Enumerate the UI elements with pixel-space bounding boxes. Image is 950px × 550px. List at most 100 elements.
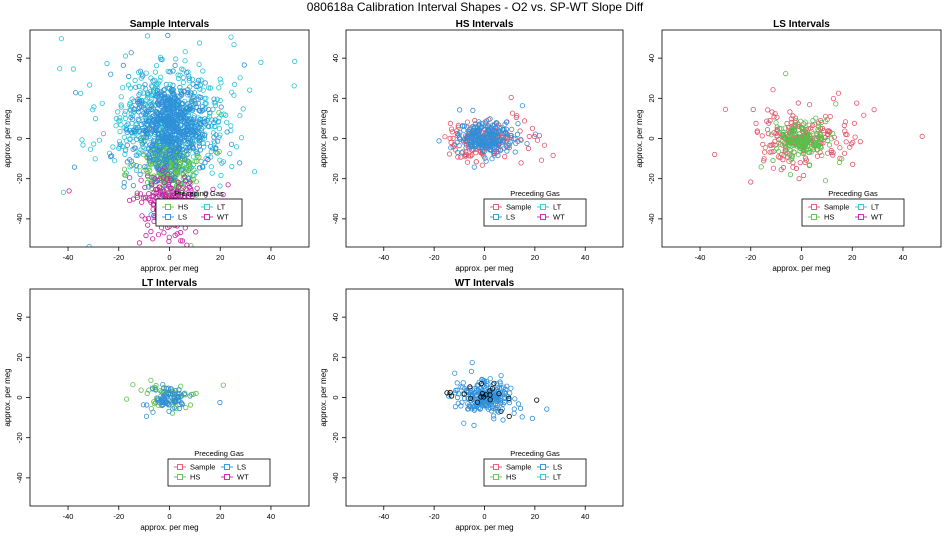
point-wt (150, 193, 156, 199)
point-ls (191, 93, 197, 99)
point-lt (123, 147, 129, 153)
legend-marker-hs (165, 204, 171, 210)
x-tick-label: 20 (216, 253, 224, 262)
point-lt (376, 116, 380, 120)
point-ls (202, 160, 208, 166)
point-ls (503, 129, 509, 135)
point-sample (712, 151, 718, 158)
point-ls (201, 132, 208, 139)
point-hs (173, 169, 179, 175)
point-ls (187, 393, 193, 399)
point-ls (481, 378, 487, 384)
point-ls (171, 128, 177, 134)
point-sample (446, 151, 453, 157)
point-lt (90, 107, 96, 113)
point-lt (96, 137, 103, 143)
point-ls (197, 120, 203, 127)
point-ls (184, 132, 190, 138)
point-ls (486, 137, 492, 144)
point-ls (108, 154, 114, 160)
y-tick-label: -40 (647, 213, 656, 224)
point-ls (134, 136, 140, 142)
point-wt (186, 180, 192, 187)
point-ls (126, 73, 132, 80)
point-sample (841, 150, 848, 156)
point-ls (468, 144, 475, 150)
y-tick-label: 0 (15, 395, 24, 399)
point-ls (448, 145, 454, 151)
points (444, 359, 550, 428)
point-ls (130, 116, 136, 122)
legend-title: Preceding Gas (194, 449, 244, 458)
point-sample (861, 112, 867, 118)
point-ls (459, 399, 465, 405)
point-sample (793, 165, 800, 172)
legend-label-hs: HS (506, 473, 516, 482)
point-ls (137, 68, 143, 74)
point-ls (168, 391, 174, 397)
point-lt (182, 58, 188, 64)
point-hs (180, 171, 187, 178)
point-ls (494, 408, 500, 414)
point-lt (229, 163, 235, 170)
point-ls (162, 152, 168, 158)
point-ls (179, 92, 185, 98)
legend: Preceding Gas Sample LT HS WT (801, 189, 905, 227)
point-ls (170, 406, 176, 412)
point-ls (460, 123, 466, 129)
point-ls (454, 380, 460, 386)
point-ls (503, 143, 509, 149)
point-ls (471, 422, 477, 428)
point-ls (149, 385, 156, 391)
point-sample (771, 114, 777, 120)
point-ls (484, 137, 490, 143)
point-ls (171, 108, 177, 114)
point-hs (797, 118, 804, 124)
point-sample (767, 149, 773, 155)
point-lt (78, 90, 84, 96)
point-ls (171, 405, 177, 411)
point-ls (168, 154, 174, 160)
point-lt (152, 69, 158, 75)
point-ls (163, 159, 169, 166)
point-ls (138, 112, 144, 118)
legend-marker-wt (204, 214, 210, 220)
point-ls (479, 124, 485, 130)
point-hs (786, 142, 792, 149)
point-sample (774, 133, 780, 139)
point-ls (189, 138, 195, 144)
point-ls (470, 134, 476, 141)
point-wt (139, 199, 145, 205)
point-ls (160, 100, 166, 106)
point-ls (480, 148, 486, 154)
point-hs (794, 143, 800, 149)
point-ls (150, 156, 156, 162)
point-ls (487, 147, 494, 153)
point-ls (153, 161, 159, 167)
point-sample (830, 152, 836, 158)
point-hs (816, 142, 822, 148)
point-lt (208, 148, 214, 155)
point-hs (191, 167, 197, 173)
point-ls (133, 163, 139, 169)
point-ls (177, 147, 183, 153)
point-ls (476, 123, 482, 129)
y-axis-label: approx. per meg (3, 109, 12, 167)
point-ls (185, 106, 191, 112)
point-ls (169, 86, 175, 92)
legend-box (483, 198, 587, 227)
point-sample (760, 141, 766, 147)
point-ls (466, 402, 472, 408)
y-tick-label: -20 (331, 432, 340, 443)
point-lt (136, 118, 142, 124)
point-ls (171, 123, 177, 129)
point-lt (118, 122, 124, 128)
point-wt (183, 186, 189, 192)
point-hs (188, 98, 194, 104)
point-lt (216, 126, 223, 132)
point-lt (117, 129, 123, 135)
point-sample (502, 154, 508, 160)
point-wt (166, 234, 172, 240)
point-hs (194, 158, 200, 165)
